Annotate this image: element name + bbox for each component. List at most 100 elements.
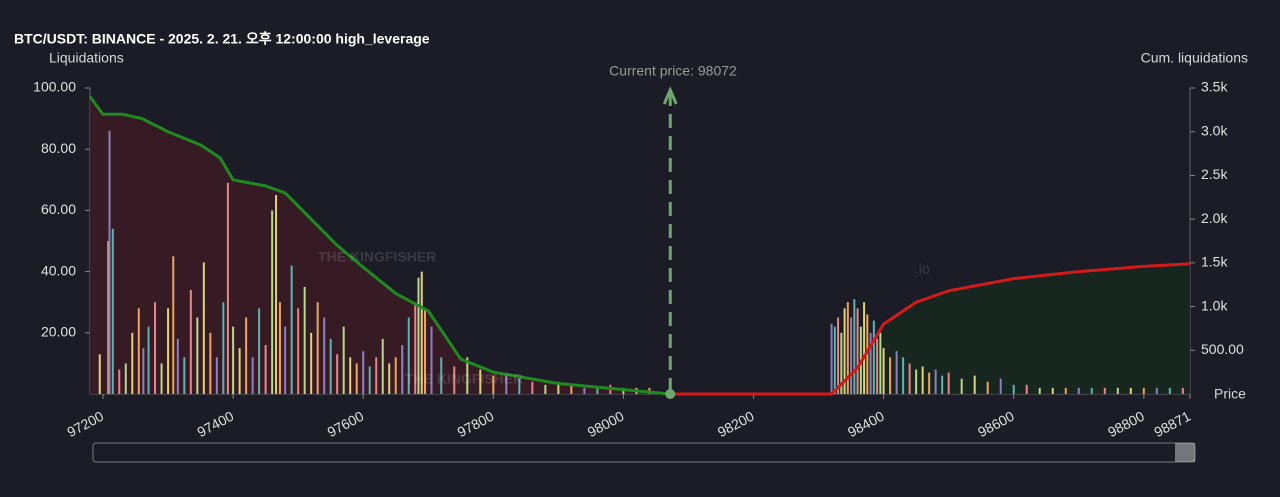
bar bbox=[245, 317, 248, 394]
bar bbox=[1129, 387, 1132, 394]
y2-tick-label: 2.5k bbox=[1201, 166, 1228, 182]
bar bbox=[323, 317, 326, 394]
bar bbox=[941, 375, 944, 394]
bar bbox=[1116, 387, 1119, 394]
bar bbox=[388, 363, 391, 394]
bar bbox=[869, 332, 872, 394]
y-tick-label: 60.00 bbox=[41, 201, 76, 217]
bar bbox=[154, 302, 157, 394]
bar bbox=[222, 302, 225, 394]
bar bbox=[872, 320, 875, 394]
bar bbox=[915, 369, 918, 394]
bar bbox=[889, 357, 892, 394]
cum-line bbox=[88, 95, 671, 396]
bar bbox=[1025, 384, 1028, 394]
bar bbox=[342, 326, 345, 394]
cum-area bbox=[670, 263, 1190, 394]
bar bbox=[882, 348, 885, 394]
bar bbox=[209, 332, 212, 394]
bar bbox=[853, 299, 856, 394]
current-price-dot bbox=[665, 389, 676, 399]
y2-tick-label: 500.00 bbox=[1201, 341, 1244, 357]
bar bbox=[895, 351, 898, 394]
bar bbox=[876, 338, 879, 394]
bar bbox=[381, 338, 384, 394]
watermark-suffix: .io bbox=[915, 261, 930, 277]
y2-tick-label: 1.0k bbox=[1201, 297, 1228, 313]
bar bbox=[160, 363, 163, 394]
bar bbox=[108, 130, 111, 394]
bar bbox=[375, 357, 378, 394]
bar bbox=[147, 326, 150, 394]
bar bbox=[215, 357, 218, 394]
bar bbox=[232, 326, 235, 394]
bar bbox=[303, 286, 306, 394]
bar bbox=[544, 384, 547, 394]
bar bbox=[430, 326, 433, 394]
x-axis-label: Price bbox=[1214, 386, 1246, 402]
bar bbox=[1181, 387, 1184, 394]
bar bbox=[492, 375, 495, 394]
bar bbox=[846, 302, 849, 394]
bar bbox=[1090, 387, 1093, 394]
y2-tick-label: 3.5k bbox=[1201, 79, 1228, 95]
bar bbox=[183, 357, 186, 394]
bar bbox=[142, 348, 145, 394]
bar bbox=[275, 195, 278, 394]
current-price-arrow bbox=[662, 86, 678, 105]
bar bbox=[999, 378, 1002, 394]
bar bbox=[843, 308, 846, 394]
bar bbox=[570, 384, 573, 394]
bar bbox=[928, 372, 931, 394]
bar bbox=[355, 363, 358, 394]
bar bbox=[1142, 387, 1145, 394]
bar bbox=[111, 228, 114, 394]
bar bbox=[973, 375, 976, 394]
bar bbox=[349, 357, 352, 394]
bar bbox=[833, 326, 836, 394]
bar bbox=[362, 351, 365, 394]
bar bbox=[316, 302, 319, 394]
bar bbox=[131, 332, 134, 394]
watermark-group: THE KINGFISHER .io THE KINGFISHER bbox=[318, 249, 930, 387]
bar bbox=[189, 289, 192, 394]
watermark: THE KINGFISHER bbox=[405, 371, 523, 387]
bar bbox=[401, 345, 404, 394]
bar bbox=[531, 381, 534, 394]
bar bbox=[124, 363, 127, 394]
bar bbox=[407, 317, 410, 394]
bar bbox=[264, 345, 267, 394]
bar bbox=[840, 332, 843, 394]
bar bbox=[879, 332, 882, 394]
bar bbox=[297, 308, 300, 394]
bar bbox=[424, 308, 427, 394]
bar bbox=[226, 182, 229, 394]
bar bbox=[583, 387, 586, 394]
y-tick-label: 20.00 bbox=[41, 324, 76, 340]
bar bbox=[414, 302, 417, 394]
bar bbox=[137, 308, 140, 394]
bar bbox=[98, 354, 101, 394]
bar bbox=[947, 372, 950, 394]
bar bbox=[453, 366, 456, 394]
bar bbox=[837, 317, 840, 394]
bar bbox=[196, 317, 199, 394]
bar bbox=[505, 372, 508, 394]
bar bbox=[278, 302, 281, 394]
bar bbox=[1051, 387, 1054, 394]
bar bbox=[1155, 387, 1158, 394]
y2-tick-label: 3.0k bbox=[1201, 122, 1228, 138]
bar bbox=[830, 323, 833, 394]
watermark: THE KINGFISHER bbox=[318, 249, 436, 265]
chart-title: BTC/USDT: BINANCE - 2025. 2. 21. 오후 12:0… bbox=[14, 31, 430, 47]
bar bbox=[856, 308, 859, 394]
bar bbox=[850, 317, 853, 394]
bar bbox=[118, 369, 121, 394]
bar bbox=[310, 332, 313, 394]
bar bbox=[202, 262, 205, 394]
slider-handle[interactable] bbox=[1175, 443, 1195, 462]
y2-tick-label: 2.0k bbox=[1201, 210, 1228, 226]
y2-axis-label: Cum. liquidations bbox=[1141, 50, 1248, 66]
y-tick-label: 80.00 bbox=[41, 140, 76, 156]
bar bbox=[902, 357, 905, 394]
